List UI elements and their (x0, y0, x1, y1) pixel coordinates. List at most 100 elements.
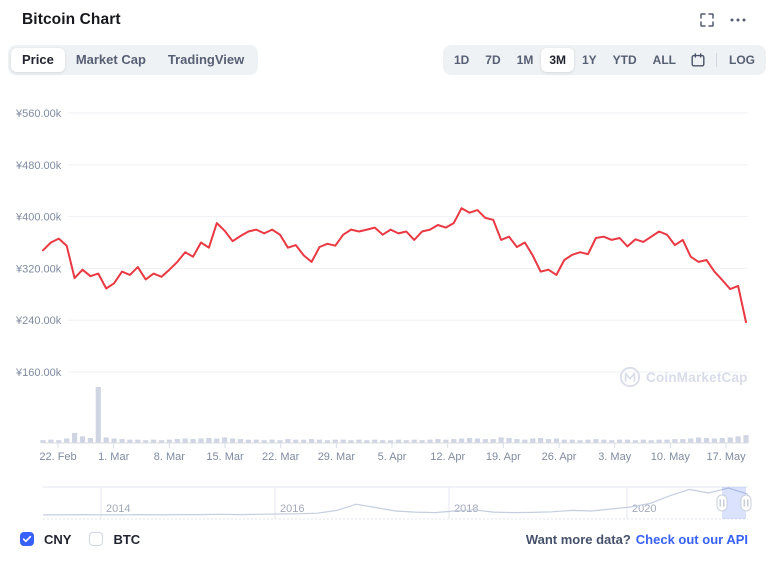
timeline-navigator[interactable]: 2014 2016 2018 2020 (0, 480, 774, 526)
more-options-icon[interactable] (730, 18, 746, 22)
range-tabs: 1D 7D 1M 3M 1Y YTD ALL LOG (442, 45, 766, 75)
volume-bar (553, 438, 560, 443)
volume-bar (561, 439, 567, 443)
range-3m[interactable]: 3M (541, 48, 574, 72)
check-icon (22, 535, 32, 543)
volume-bar (40, 440, 46, 443)
price-line (42, 207, 747, 324)
volume-bar (656, 439, 662, 443)
btc-label: BTC (113, 531, 141, 547)
volume-bar (158, 440, 165, 443)
volume-bar (727, 437, 733, 443)
volume-bar (672, 439, 678, 443)
y-label-backing (12, 260, 68, 277)
volume-bar (474, 438, 481, 443)
log-scale-toggle[interactable]: LOG (721, 48, 763, 72)
volume-bar (214, 438, 220, 443)
volume-bar (87, 437, 93, 443)
volume-bar (743, 435, 749, 443)
x-axis-label: 15. Mar (206, 451, 244, 463)
api-cta: Want more data? Check out our API (526, 532, 748, 547)
volume-bar (387, 440, 394, 443)
volume-bar (680, 439, 686, 443)
y-label-backing (12, 364, 68, 380)
volume-bar (735, 436, 741, 443)
volume-bar (577, 440, 583, 443)
volume-bar (585, 439, 591, 443)
volume-bar (593, 439, 599, 443)
volume-bar (719, 437, 725, 443)
volume-bar (435, 439, 441, 443)
volume-bar (419, 440, 425, 443)
volume-bar (506, 437, 512, 443)
currency-toggle-cny[interactable]: CNY (20, 532, 71, 547)
x-axis-label: 1. Mar (98, 451, 130, 463)
volume-bar (95, 387, 101, 443)
volume-bar (395, 439, 402, 443)
navigator-handle-right[interactable] (740, 494, 752, 512)
volume-bar (609, 440, 615, 443)
currency-toggle-btc[interactable]: BTC (89, 532, 140, 547)
volume-bar (56, 440, 62, 443)
cny-label: CNY (44, 531, 72, 547)
fullscreen-icon[interactable] (700, 13, 714, 27)
volume-bar (624, 439, 631, 443)
volume-bar (111, 438, 117, 443)
volume-bar (222, 437, 228, 443)
volume-bar (545, 439, 552, 443)
navigator-handle-left[interactable] (716, 494, 728, 512)
y-axis-label: ¥480.00k (15, 160, 62, 172)
volume-bar (427, 439, 433, 443)
volume-bar (340, 439, 346, 443)
volume-bar (277, 440, 283, 443)
api-link[interactable]: Check out our API (635, 531, 748, 547)
x-axis-label: 17. May (706, 451, 746, 463)
chart-controls: Price Market Cap TradingView 1D 7D 1M 3M… (8, 45, 766, 75)
x-axis-label: 12. Apr (430, 451, 465, 463)
range-ytd[interactable]: YTD (605, 48, 645, 72)
volume-bar (538, 437, 544, 443)
volume-bar (229, 438, 236, 443)
volume-bar (48, 439, 54, 443)
x-axis-label: 3. May (598, 451, 632, 463)
volume-bar (688, 438, 694, 443)
tab-tradingview[interactable]: TradingView (157, 48, 255, 72)
chart-footer: CNY BTC Want more data? Check out our API (20, 529, 748, 549)
navigator-year-label: 2018 (454, 503, 478, 515)
y-label-backing (12, 312, 68, 329)
volume-bar (522, 439, 528, 443)
volume-bar (356, 439, 362, 443)
volume-bar (466, 437, 473, 443)
coinmarketcap-logo-icon (619, 366, 641, 388)
btc-checkbox[interactable] (89, 532, 104, 546)
tab-market-cap[interactable]: Market Cap (65, 48, 157, 72)
x-axis-label: 22. Mar (262, 451, 300, 463)
y-label-backing (12, 105, 68, 121)
range-1d[interactable]: 1D (446, 48, 477, 72)
volume-bar (285, 439, 291, 443)
navigator-year-label: 2014 (106, 503, 130, 515)
x-axis-label: 5. Apr (378, 451, 407, 463)
range-all[interactable]: ALL (645, 48, 684, 72)
x-axis-label: 22. Feb (39, 451, 76, 463)
volume-bar (703, 437, 710, 443)
volume-bar (182, 438, 188, 443)
volume-bar (364, 440, 370, 443)
volume-bar (190, 439, 196, 443)
range-7d[interactable]: 7D (477, 48, 508, 72)
range-1m[interactable]: 1M (509, 48, 542, 72)
volume-bar (451, 439, 457, 443)
tab-price[interactable]: Price (11, 48, 65, 72)
volume-bar (664, 439, 670, 443)
volume-bar (711, 438, 718, 443)
date-range-picker-button[interactable] (684, 49, 712, 71)
header-icons (700, 13, 746, 27)
y-label-backing (12, 208, 68, 225)
volume-bar (253, 439, 259, 443)
navigator-history-line (43, 487, 749, 516)
range-1y[interactable]: 1Y (574, 48, 605, 72)
volume-bar (316, 439, 323, 443)
price-chart[interactable]: 22. Feb 1. Mar 8. Mar 15. Mar 22. Mar 29. Mar… (0, 80, 774, 480)
cny-checkbox[interactable] (20, 532, 34, 546)
